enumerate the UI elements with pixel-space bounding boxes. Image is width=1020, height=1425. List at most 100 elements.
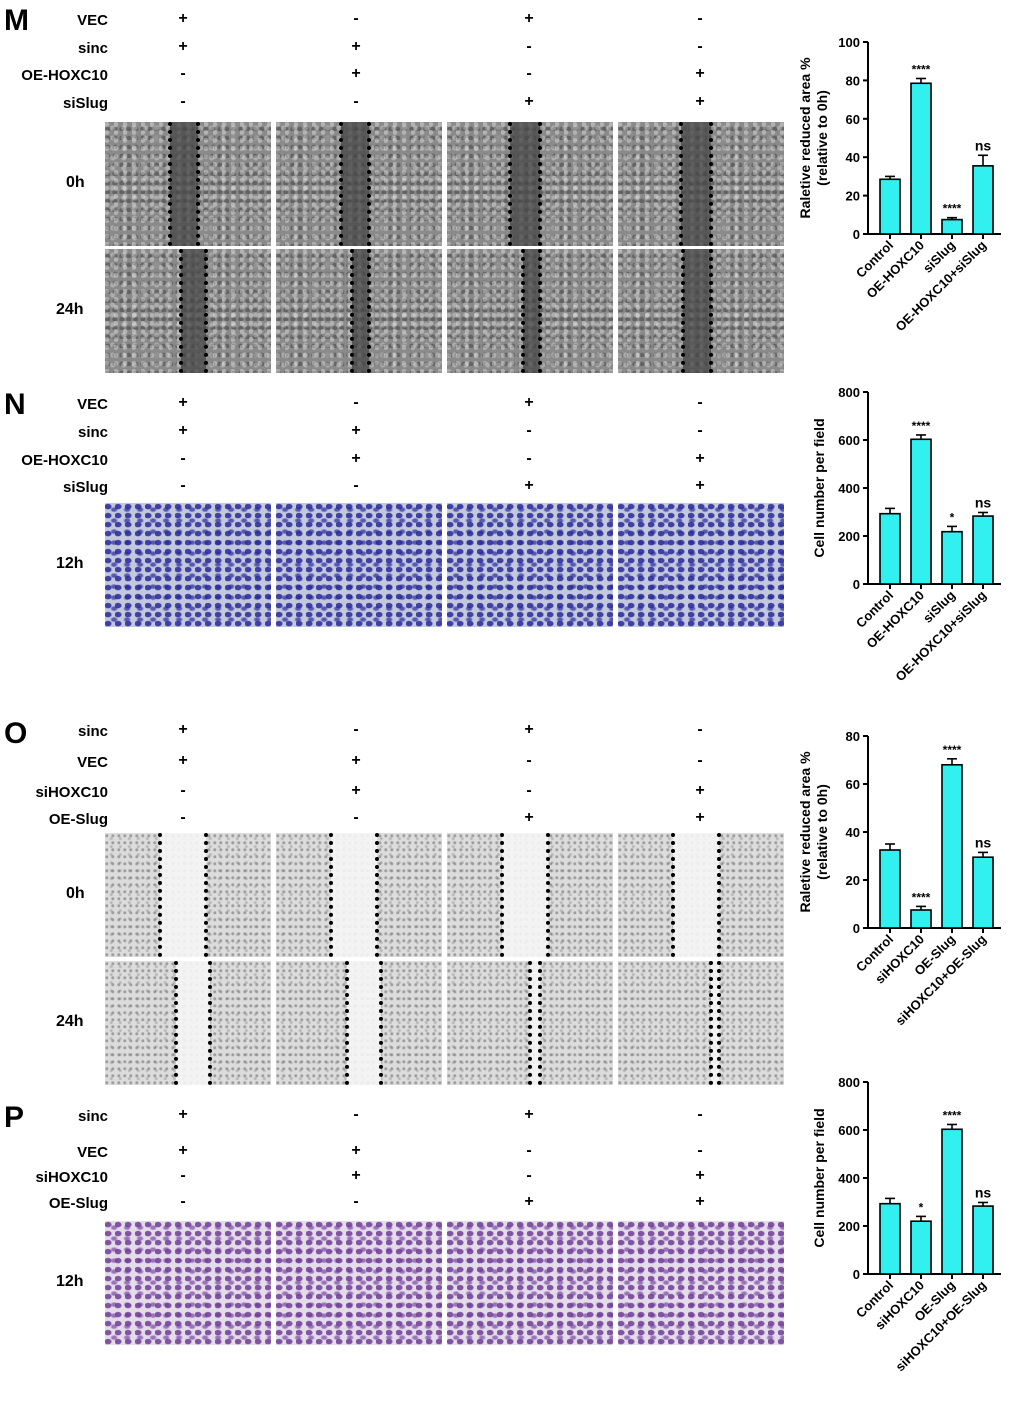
condition-sign: - bbox=[180, 65, 186, 82]
condition-sign: - bbox=[526, 422, 532, 439]
scratch-line bbox=[366, 249, 371, 373]
y-tick-label: 20 bbox=[846, 189, 860, 204]
y-tick-label: 0 bbox=[853, 921, 860, 936]
condition-sign: - bbox=[353, 721, 359, 738]
scratch-line bbox=[375, 833, 380, 957]
condition-sign: - bbox=[697, 752, 703, 769]
microscopy-image bbox=[618, 249, 784, 373]
condition-sign: + bbox=[695, 93, 705, 110]
scratch-line bbox=[528, 961, 532, 1085]
condition-sign: + bbox=[524, 93, 534, 110]
condition-sign: - bbox=[353, 93, 359, 110]
scratch-gap bbox=[347, 961, 381, 1085]
condition-sign: - bbox=[697, 10, 703, 27]
scratch-gap bbox=[681, 122, 711, 246]
scratch-gap bbox=[340, 122, 369, 246]
scratch-line bbox=[204, 833, 209, 957]
bar bbox=[941, 218, 963, 235]
scratch-line bbox=[670, 833, 675, 957]
condition-sign: - bbox=[353, 1193, 359, 1210]
condition-sign: + bbox=[524, 394, 534, 411]
condition-label: sinc bbox=[77, 40, 108, 57]
microscopy-image bbox=[618, 833, 784, 957]
bar bbox=[910, 909, 932, 929]
microscopy-image bbox=[105, 503, 271, 627]
scratch-gap bbox=[501, 833, 549, 957]
scratch-line bbox=[708, 122, 713, 246]
significance-label: **** bbox=[943, 1108, 962, 1122]
microscopy-image bbox=[276, 503, 442, 627]
condition-sign: + bbox=[524, 1106, 534, 1123]
scratch-gap bbox=[330, 833, 378, 957]
condition-sign: + bbox=[178, 38, 188, 55]
microscopy-image bbox=[618, 961, 784, 1085]
condition-label: sinc bbox=[77, 1108, 108, 1125]
scratch-gap bbox=[352, 249, 369, 373]
microscopy-image bbox=[618, 503, 784, 627]
condition-label: VEC bbox=[77, 754, 108, 771]
condition-sign: + bbox=[524, 477, 534, 494]
scratch-gap bbox=[181, 249, 207, 373]
scratch-line bbox=[680, 249, 685, 373]
condition-sign: - bbox=[180, 782, 186, 799]
scratch-line bbox=[378, 961, 383, 1085]
microscopy-image bbox=[447, 503, 613, 627]
bar bbox=[972, 515, 994, 585]
panel-letter: M bbox=[4, 4, 29, 37]
condition-label: siSlug bbox=[62, 95, 108, 112]
significance-label: ns bbox=[975, 494, 992, 510]
time-label: 0h bbox=[66, 174, 85, 191]
time-label: 12h bbox=[56, 1273, 84, 1290]
condition-sign: + bbox=[524, 809, 534, 826]
condition-sign: + bbox=[524, 10, 534, 27]
time-label: 12h bbox=[56, 555, 84, 572]
condition-sign: + bbox=[524, 1193, 534, 1210]
condition-label: VEC bbox=[77, 12, 108, 29]
microscopy-image bbox=[276, 1221, 442, 1345]
scratch-line bbox=[679, 122, 684, 246]
significance-label: **** bbox=[912, 419, 931, 433]
scratch-line bbox=[338, 122, 343, 246]
condition-sign: - bbox=[526, 65, 532, 82]
condition-sign: - bbox=[353, 477, 359, 494]
condition-sign: - bbox=[697, 1142, 703, 1159]
bar bbox=[972, 165, 994, 235]
microscopy-image bbox=[618, 122, 784, 246]
condition-label: VEC bbox=[77, 1144, 108, 1161]
bar bbox=[941, 763, 963, 929]
bar bbox=[910, 438, 932, 585]
condition-sign: + bbox=[351, 752, 361, 769]
microscopy-image bbox=[276, 249, 442, 373]
y-tick-label: 40 bbox=[846, 150, 860, 165]
condition-sign: + bbox=[695, 782, 705, 799]
significance-label: ns bbox=[975, 137, 992, 153]
scratch-gap bbox=[523, 249, 540, 373]
condition-sign: - bbox=[526, 752, 532, 769]
scratch-line bbox=[174, 961, 179, 1085]
scratch-line bbox=[179, 249, 184, 373]
y-axis-label: Cell number per field bbox=[811, 418, 827, 557]
condition-label: sinc bbox=[77, 723, 108, 740]
panel-letter: O bbox=[4, 717, 28, 750]
condition-sign: + bbox=[351, 422, 361, 439]
condition-sign: + bbox=[178, 1106, 188, 1123]
condition-sign: - bbox=[353, 10, 359, 27]
bar bbox=[972, 856, 994, 929]
scratch-line bbox=[717, 833, 722, 957]
condition-sign: - bbox=[526, 450, 532, 467]
scratch-gap bbox=[682, 249, 711, 373]
scratch-line bbox=[508, 122, 513, 246]
y-axis-label: Raletive reduced area % bbox=[797, 57, 813, 219]
microscopy-image bbox=[105, 122, 271, 246]
panel-letter: P bbox=[4, 1101, 25, 1134]
time-label: 0h bbox=[66, 885, 85, 902]
condition-sign: - bbox=[180, 1167, 186, 1184]
scratch-gap bbox=[510, 122, 540, 246]
condition-sign: - bbox=[353, 394, 359, 411]
condition-sign: - bbox=[697, 1106, 703, 1123]
condition-sign: + bbox=[351, 782, 361, 799]
scratch-line bbox=[328, 833, 333, 957]
bar bbox=[879, 178, 901, 235]
condition-sign: - bbox=[180, 450, 186, 467]
